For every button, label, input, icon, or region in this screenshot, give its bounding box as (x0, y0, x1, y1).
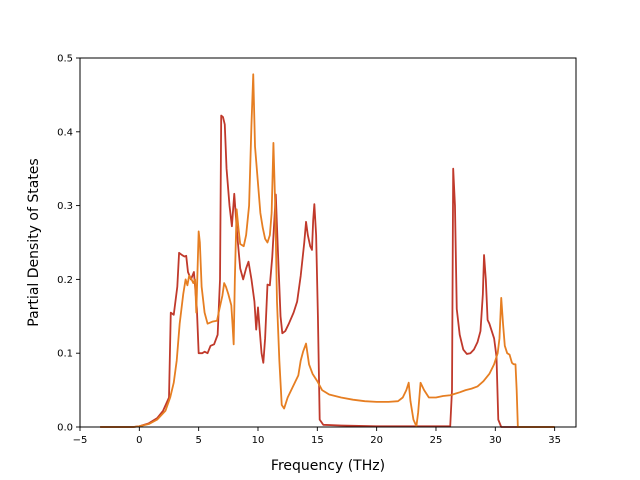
x-tick-label: 0 (136, 435, 142, 446)
x-tick-label: −5 (73, 435, 88, 446)
x-tick-label: 35 (548, 435, 561, 446)
series-layer (100, 73, 555, 428)
y-axis-ticks: 0.0 0.1 0.2 0.3 0.4 0.5 (57, 54, 80, 434)
x-tick-label: 30 (489, 435, 502, 446)
y-tick-label: 0.3 (57, 201, 73, 212)
series-line-1 (100, 114, 555, 428)
x-tick-label: 5 (195, 435, 201, 446)
x-tick-label: 25 (430, 435, 443, 446)
x-axis-ticks: −5 0 5 10 15 20 25 30 35 (73, 427, 561, 446)
y-tick-label: 0.2 (57, 275, 73, 286)
x-tick-label: 10 (252, 435, 265, 446)
y-tick-label: 0.1 (57, 349, 73, 360)
y-tick-label: 0.4 (57, 127, 73, 138)
x-tick-label: 20 (370, 435, 383, 446)
series-line-2 (100, 73, 555, 428)
y-tick-label: 0.0 (57, 423, 73, 434)
y-tick-label: 0.5 (57, 54, 73, 65)
x-axis-label: Frequency (THz) (271, 458, 385, 474)
x-tick-label: 15 (311, 435, 324, 446)
axes-frame (79, 57, 577, 428)
y-axis-label: Partial Density of States (26, 158, 42, 326)
